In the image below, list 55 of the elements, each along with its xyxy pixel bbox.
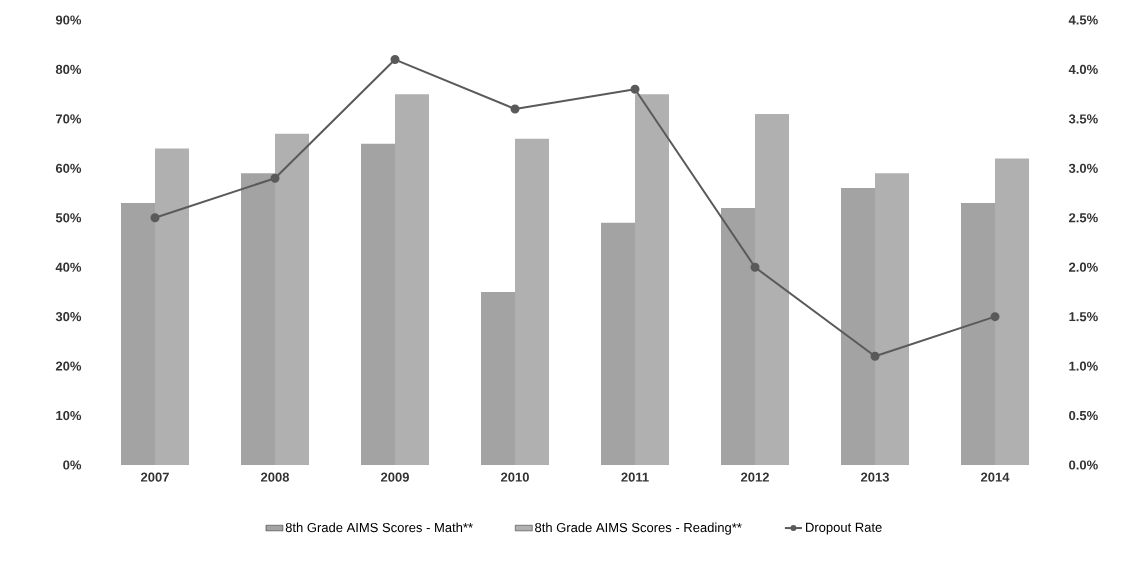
point: [390, 55, 400, 65]
y-tick-label: 20%: [55, 361, 82, 371]
bar: [995, 158, 1030, 465]
x-tick-label: 2008: [261, 472, 290, 482]
y2-tick-label: 1.5%: [1069, 312, 1098, 322]
bar: [241, 173, 276, 465]
y2-tick-label: 3.0%: [1068, 163, 1098, 173]
y-tick-label: 40%: [55, 262, 82, 272]
point: [150, 213, 160, 223]
y2-tick-label: 4.5%: [1068, 15, 1098, 25]
bar: [961, 202, 996, 465]
bar: [515, 138, 550, 465]
bar: [841, 188, 876, 465]
point: [990, 312, 1000, 322]
y2-tick-label: 4.0%: [1068, 64, 1098, 75]
legend-label: Dropout Rate: [806, 522, 882, 535]
bar: [875, 173, 910, 465]
y2-tick-label: 3.5%: [1068, 114, 1098, 124]
x-tick-label: 2014: [981, 472, 1010, 482]
y2-tick-label: 2.0%: [1069, 262, 1098, 272]
point: [870, 351, 880, 361]
legend-label: 8th Grade AIMS Scores - Math**: [285, 522, 473, 533]
bar: [755, 113, 790, 465]
bar: [601, 222, 636, 465]
point: [750, 262, 760, 272]
y2-tick-label: 1.0%: [1069, 361, 1098, 371]
bar: [275, 133, 309, 465]
bar: [121, 202, 155, 465]
x-tick-label: 2011: [621, 472, 649, 482]
point: [630, 84, 640, 94]
y2-tick-label: 2.5%: [1069, 213, 1098, 223]
y2-tick-label: 0.0%: [1069, 460, 1098, 470]
y-tick-label: 80%: [55, 64, 82, 75]
y-tick-label: 10%: [56, 410, 82, 421]
y-tick-label: 50%: [55, 213, 82, 223]
bar: [635, 94, 670, 465]
y2-tick-label: 0.5%: [1069, 410, 1098, 421]
x-tick-label: 2012: [741, 472, 769, 482]
point: [270, 173, 280, 183]
y-tick-label: 0%: [63, 460, 82, 470]
bar: [155, 148, 189, 465]
bar: [395, 94, 430, 465]
x-tick-label: 2013: [861, 472, 889, 482]
y-tick-label: 60%: [55, 163, 82, 173]
x-tick-label: 2007: [141, 472, 169, 482]
legend-label: 8th Grade AIMS Scores - Reading**: [535, 522, 742, 535]
y-tick-label: 90%: [55, 15, 82, 25]
y-tick-label: 70%: [56, 114, 82, 124]
y-tick-label: 30%: [55, 312, 82, 322]
bar: [481, 291, 516, 465]
bar: [721, 207, 756, 465]
bar: [361, 143, 395, 465]
x-tick-label: 2010: [501, 472, 529, 482]
point: [510, 104, 520, 114]
x-tick-label: 2009: [381, 472, 409, 482]
